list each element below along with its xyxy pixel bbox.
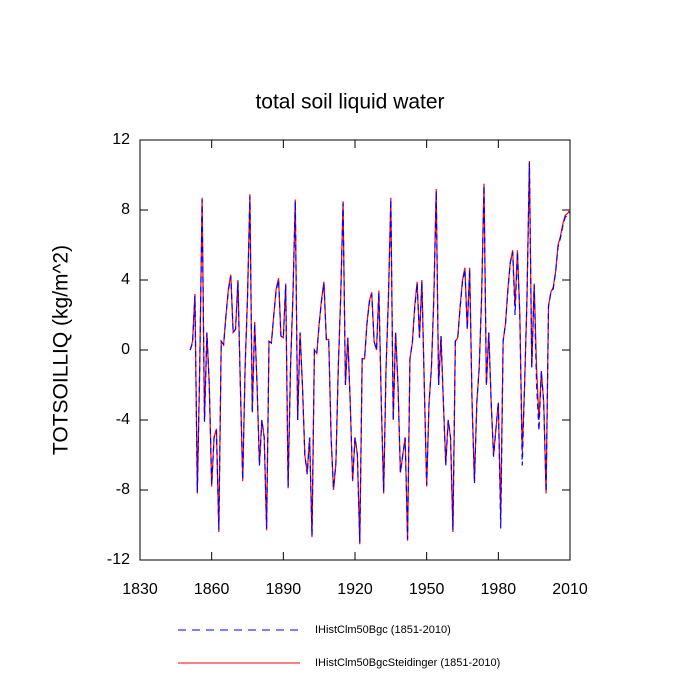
plot-frame xyxy=(139,139,571,561)
legend-text: IHistClm50BgcSteidinger (1851-2010) xyxy=(315,657,500,669)
y-tick-label: 12 xyxy=(112,131,130,148)
y-axis-label: TOTSOILLIQ (kg/m^2) xyxy=(50,245,73,455)
x-tick-label: 1950 xyxy=(409,581,445,598)
y-tick-label: 8 xyxy=(121,201,130,218)
x-tick-label: 1830 xyxy=(122,581,158,598)
legend-text: IHistClm50Bgc (1851-2010) xyxy=(315,624,451,636)
chart-title: total soil liquid water xyxy=(255,91,444,114)
y-tick-label: 0 xyxy=(121,341,130,358)
x-tick-label: 1860 xyxy=(194,581,230,598)
series-line xyxy=(189,160,571,545)
y-tick-label: 4 xyxy=(121,271,130,288)
x-tick-label: 2010 xyxy=(552,581,588,598)
y-tick-label: -8 xyxy=(116,481,130,498)
x-tick-label: 1980 xyxy=(481,581,517,598)
y-tick-label: -4 xyxy=(116,411,130,428)
x-tick-label: 1920 xyxy=(337,581,373,598)
x-tick-label: 1890 xyxy=(266,581,302,598)
y-tick-label: -12 xyxy=(107,551,130,568)
series-line xyxy=(189,162,571,543)
